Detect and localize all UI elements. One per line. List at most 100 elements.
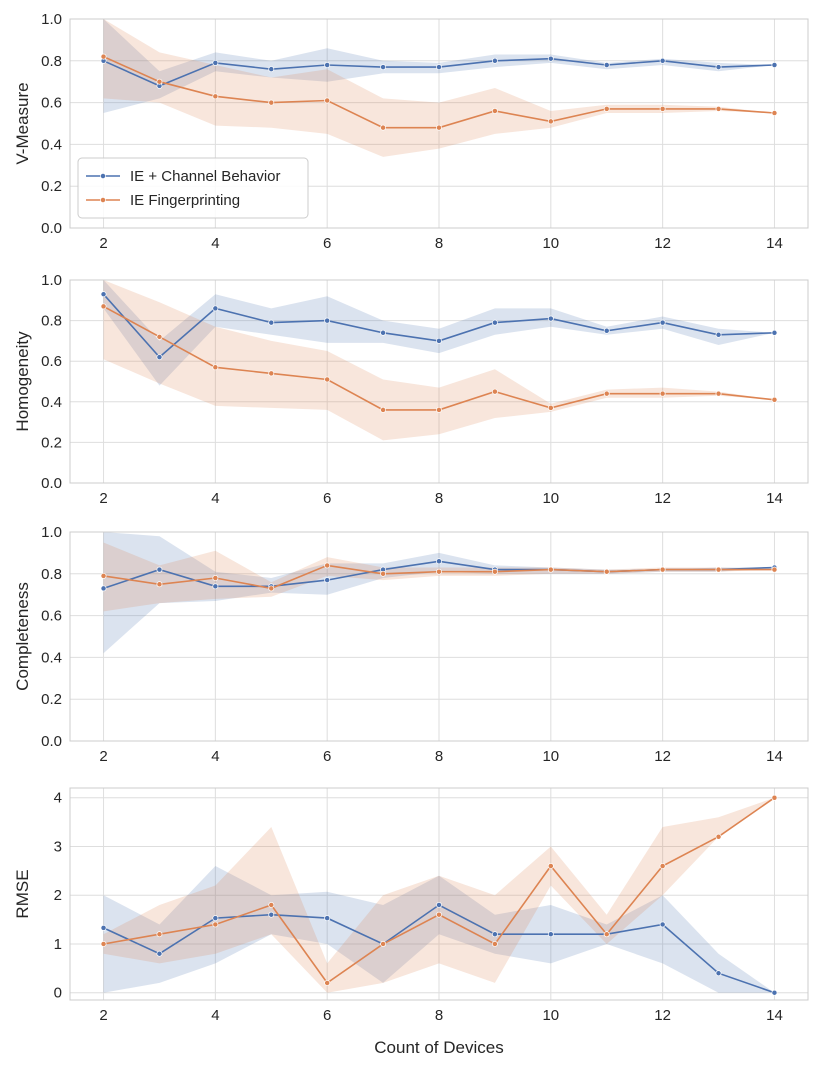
data-point xyxy=(100,924,107,931)
x-tick-label: 14 xyxy=(766,748,783,765)
data-point xyxy=(603,931,610,938)
data-point xyxy=(156,78,163,85)
y-tick-label: 1.0 xyxy=(41,272,62,289)
data-point xyxy=(268,370,275,377)
data-point xyxy=(100,53,107,60)
x-tick-label: 4 xyxy=(211,235,219,252)
y-axis-label: V-Measure xyxy=(13,82,32,164)
y-tick-label: 0 xyxy=(54,985,62,1002)
y-tick-label: 1.0 xyxy=(41,11,62,28)
y-tick-label: 0.8 xyxy=(41,566,62,583)
data-point xyxy=(324,317,331,324)
data-point xyxy=(268,99,275,106)
x-tick-label: 6 xyxy=(323,490,331,507)
data-point xyxy=(324,97,331,104)
data-point xyxy=(324,562,331,569)
plot-frame xyxy=(69,787,809,1001)
data-point xyxy=(380,570,387,577)
data-point xyxy=(547,118,554,125)
confidence-band-fingerprinting xyxy=(103,280,775,441)
x-tick-label: 14 xyxy=(766,490,783,507)
data-point xyxy=(547,863,554,869)
data-point xyxy=(100,572,107,579)
data-point xyxy=(491,941,498,947)
data-point xyxy=(436,558,442,565)
y-tick-label: 0.4 xyxy=(41,649,62,666)
x-tick-label: 2 xyxy=(99,1007,107,1024)
data-point xyxy=(491,388,498,395)
data-point xyxy=(491,568,498,575)
data-point xyxy=(380,941,387,947)
data-point xyxy=(212,915,219,922)
data-point xyxy=(491,108,498,114)
x-tick-label: 12 xyxy=(654,490,671,507)
data-point xyxy=(324,62,331,68)
data-point xyxy=(659,319,666,326)
x-tick-label: 12 xyxy=(654,1007,671,1024)
confidence-band-channel xyxy=(103,532,775,654)
data-point xyxy=(212,583,219,590)
data-point xyxy=(268,911,275,918)
y-tick-label: 0.0 xyxy=(41,220,62,237)
data-point xyxy=(212,921,219,928)
data-point xyxy=(771,62,778,68)
confidence-band-fingerprinting xyxy=(103,797,775,993)
legend-label: IE Fingerprinting xyxy=(130,192,240,209)
data-point xyxy=(771,396,778,403)
data-point xyxy=(380,64,387,71)
data-point xyxy=(603,568,610,575)
confidence-band-fingerprinting xyxy=(103,542,775,612)
y-tick-label: 2 xyxy=(54,887,62,904)
y-tick-label: 4 xyxy=(54,790,62,807)
x-tick-label: 6 xyxy=(323,235,331,252)
data-point xyxy=(771,989,778,996)
y-tick-label: 0.4 xyxy=(41,136,62,153)
data-point xyxy=(715,970,722,977)
y-tick-label: 0.2 xyxy=(41,434,62,451)
data-point xyxy=(436,124,442,131)
x-tick-label: 10 xyxy=(542,490,559,507)
x-tick-label: 2 xyxy=(99,748,107,765)
data-point xyxy=(491,319,498,326)
data-point xyxy=(715,64,722,71)
data-point xyxy=(100,303,107,310)
data-point xyxy=(715,566,722,573)
data-point xyxy=(436,64,442,71)
data-point xyxy=(268,66,275,73)
data-point xyxy=(324,915,331,922)
data-point xyxy=(603,62,610,68)
y-tick-label: 1 xyxy=(54,936,62,953)
x-tick-label: 8 xyxy=(435,1007,443,1024)
y-tick-label: 0.4 xyxy=(41,394,62,411)
data-point xyxy=(324,577,331,584)
y-axis-label: RMSE xyxy=(13,869,32,918)
data-point xyxy=(156,566,163,573)
confidence-band-channel xyxy=(103,866,775,993)
data-point xyxy=(547,55,554,62)
panel-1: 2 4 6 8 10 12 14 0.0 0.2 0.4 0.6 0.8 1.0 V-Measure IE … xyxy=(13,11,809,252)
data-point xyxy=(547,931,554,938)
legend-label: IE + Channel Behavior xyxy=(130,168,281,185)
panel-2: 2 4 6 8 10 12 14 0.0 0.2 0.4 0.6 0.8 1.0 Homogeneity xyxy=(13,272,809,507)
data-point xyxy=(324,376,331,383)
data-point xyxy=(268,902,275,908)
data-point xyxy=(156,354,163,361)
data-point xyxy=(771,329,778,336)
x-tick-label: 2 xyxy=(99,490,107,507)
data-point xyxy=(491,57,498,64)
data-point xyxy=(212,59,219,66)
data-point xyxy=(547,404,554,411)
data-point xyxy=(547,566,554,573)
data-point xyxy=(324,979,331,986)
data-point xyxy=(156,333,163,340)
data-point xyxy=(715,105,722,112)
data-point xyxy=(547,315,554,322)
legend-box xyxy=(77,157,309,219)
x-tick-label: 8 xyxy=(435,490,443,507)
data-point xyxy=(268,319,275,326)
data-point xyxy=(659,566,666,573)
data-point xyxy=(212,305,219,312)
data-point xyxy=(659,105,666,112)
x-axis-label: Count of Devices xyxy=(374,1038,503,1057)
